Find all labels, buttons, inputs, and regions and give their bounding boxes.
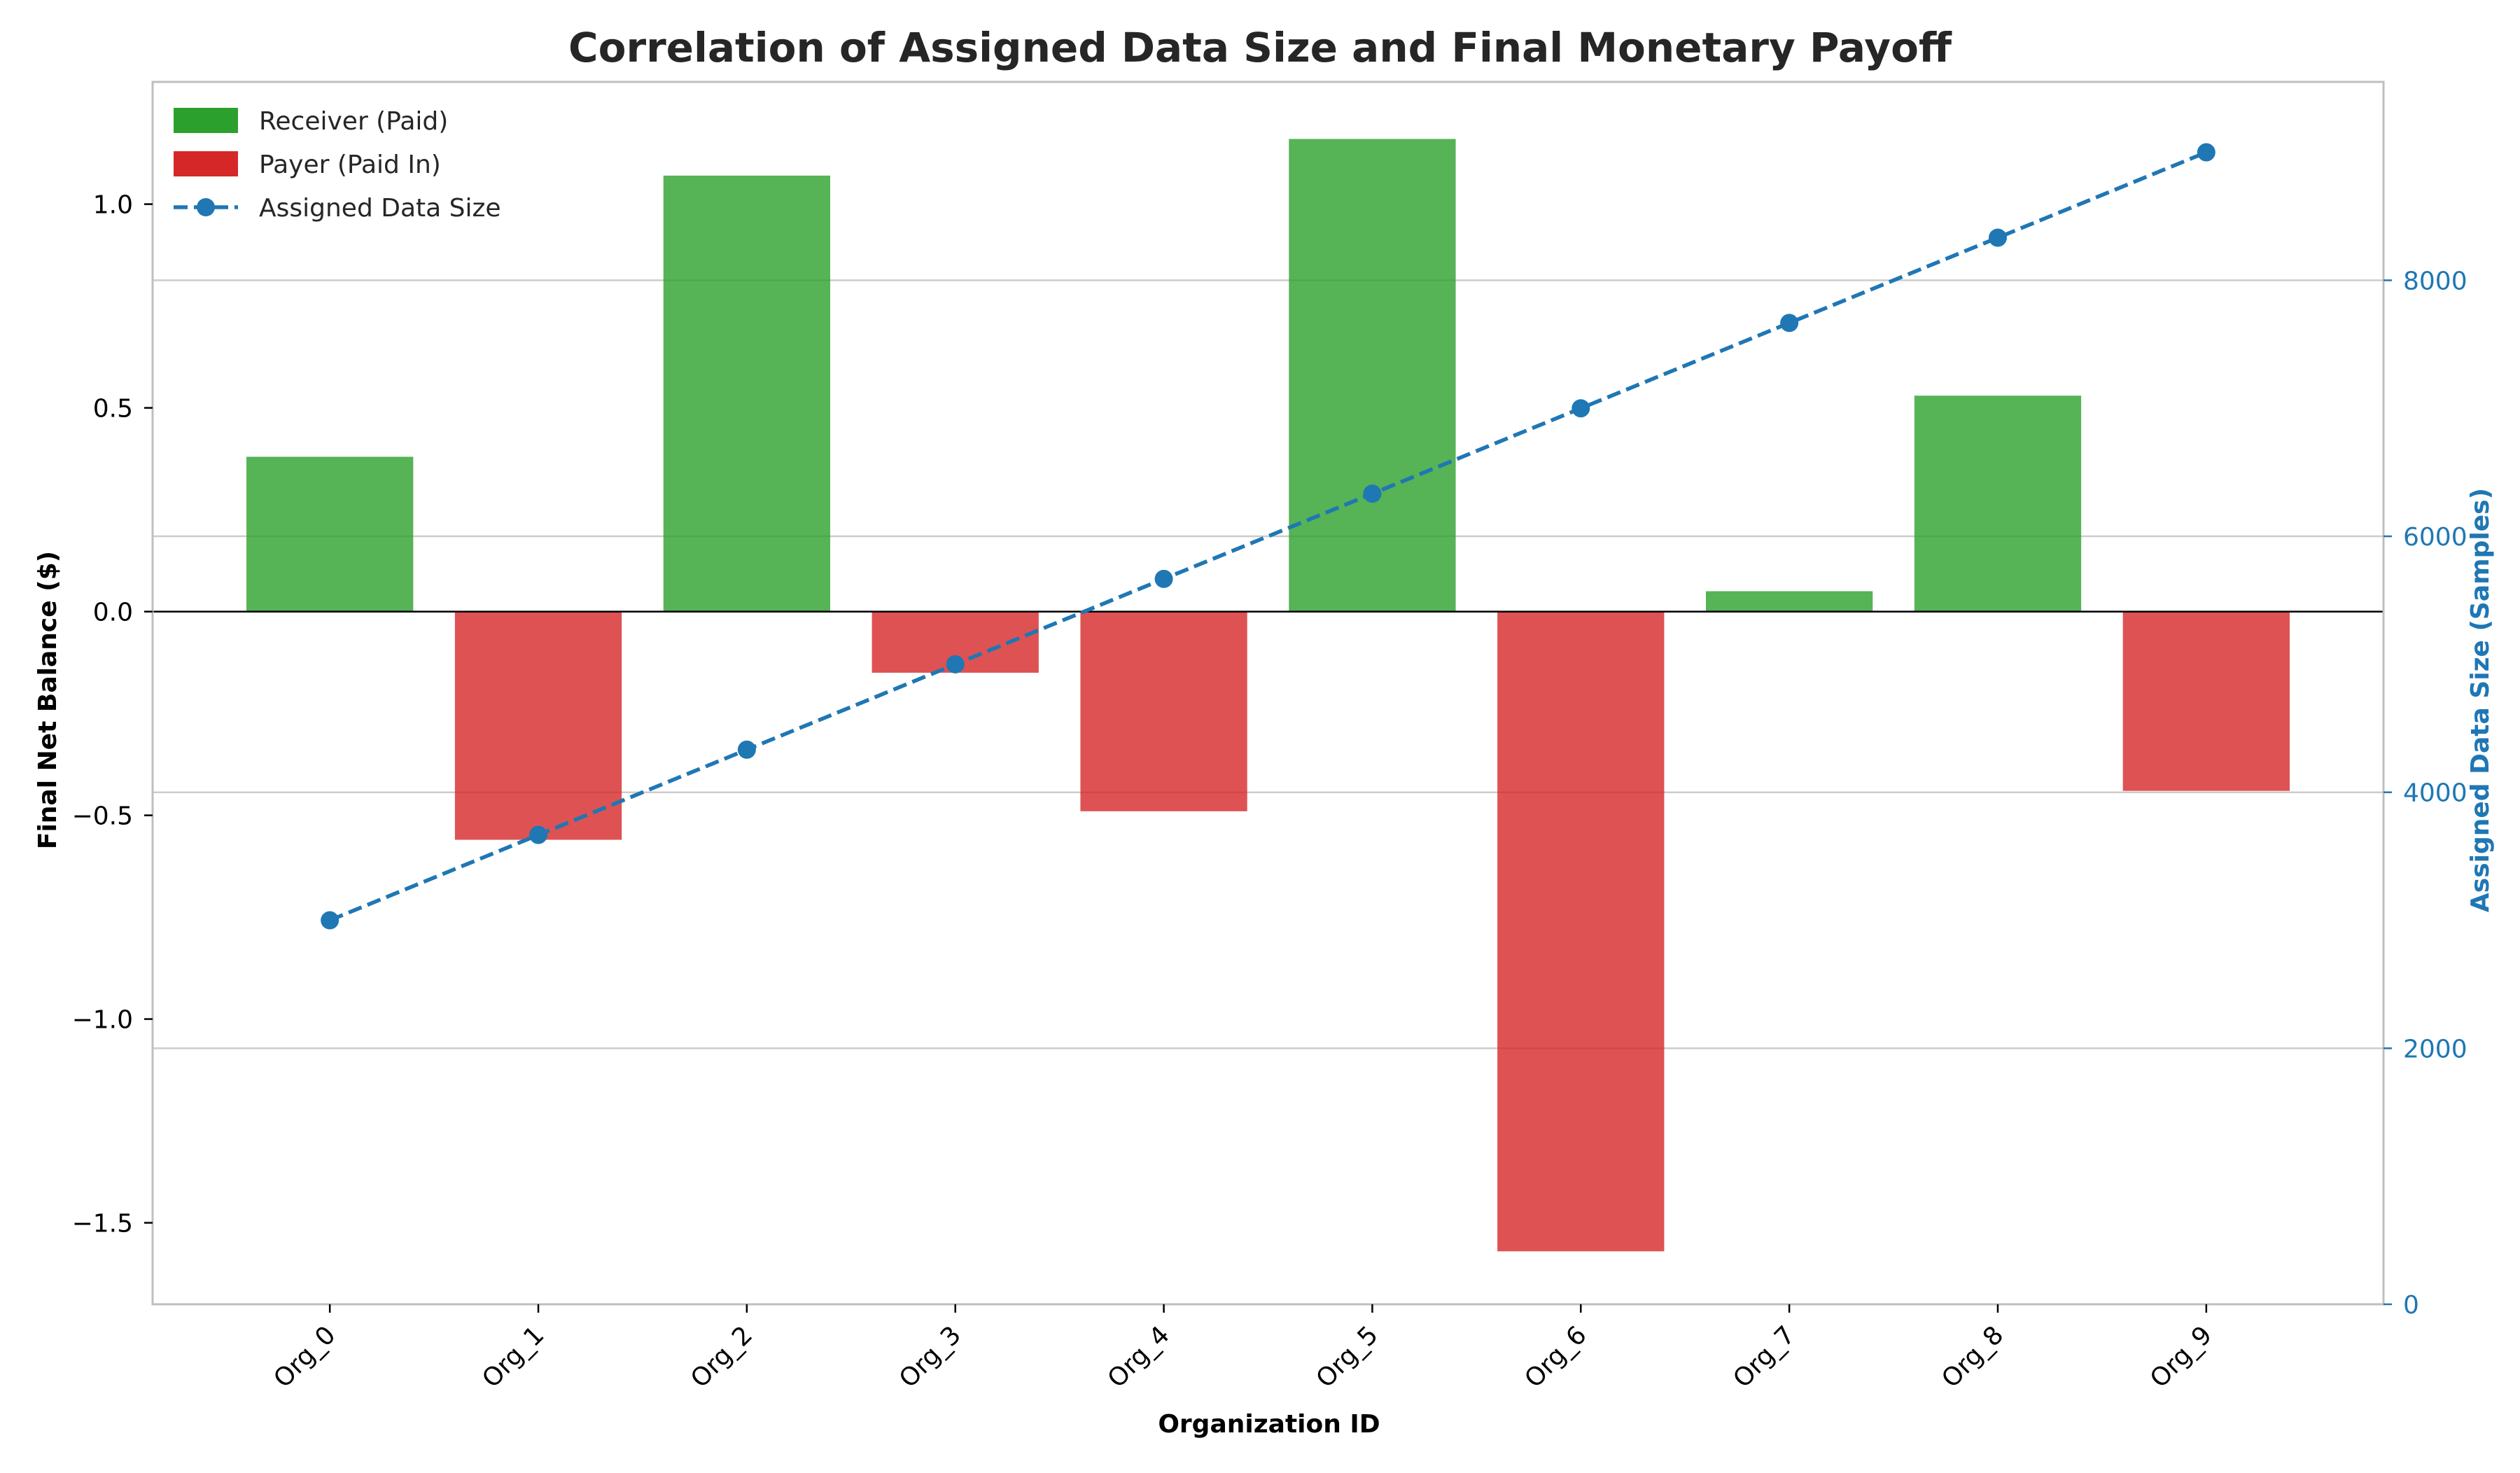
axes-frame — [151, 81, 2385, 1306]
right-tick-label: 8000 — [2403, 267, 2468, 295]
x-tick-label: Org_2 — [685, 1320, 758, 1393]
legend-swatch — [174, 108, 238, 133]
bar-Org_7 — [1705, 591, 1873, 612]
legend-swatch — [174, 151, 238, 176]
y2-axis-label: Assigned Data Size (Samples) — [2466, 488, 2495, 912]
x-tick-label: Org_3 — [894, 1320, 967, 1393]
bar-Org_8 — [1914, 396, 2082, 612]
bar-Org_5 — [1289, 139, 1456, 612]
x-tick-label: Org_4 — [1102, 1320, 1175, 1393]
x-tick-label: Org_7 — [1728, 1320, 1800, 1393]
left-tick-label: −0.5 — [72, 802, 133, 831]
data-size-series-line — [329, 151, 2207, 923]
x-axis-ticks: Org_0 Org_1 Org_2 Org_3 Org_4 Org_5 Org_6 Org_7… — [268, 1304, 2218, 1394]
left-tick-label: 0.5 — [93, 395, 133, 424]
plot-frame — [151, 81, 2385, 1306]
data-size-point-Org_4 — [1154, 569, 1173, 588]
legend-label: Assigned Data Size — [259, 194, 501, 223]
legend-label: Payer (Paid In) — [259, 151, 441, 179]
data-size-point-Org_2 — [737, 740, 756, 759]
left-tick-label: 0.0 — [93, 599, 133, 627]
legend-marker-swatch — [197, 198, 215, 216]
right-tick-label: 6000 — [2403, 523, 2468, 552]
bar-Org_2 — [663, 175, 831, 612]
bars — [246, 139, 2290, 1252]
x-tick-label: Org_0 — [268, 1320, 341, 1393]
left-tick-label: 1.0 — [93, 191, 133, 220]
bar-Org_9 — [2122, 611, 2290, 791]
right-tick-label: 4000 — [2403, 779, 2468, 808]
right-tick-label: 0 — [2403, 1291, 2419, 1320]
x-tick-label: Org_9 — [2145, 1320, 2218, 1393]
left-tick-label: −1.5 — [72, 1210, 133, 1238]
data-size-point-Org_1 — [529, 825, 548, 844]
chart-title: Correlation of Assigned Data Size and Fi… — [568, 24, 1952, 71]
x-axis-label: Organization ID — [1158, 1410, 1380, 1439]
x-tick-label: Org_8 — [1936, 1320, 2009, 1393]
x-tick-label: Org_5 — [1311, 1320, 1384, 1393]
data-size-line — [321, 143, 2216, 930]
data-size-point-Org_6 — [1572, 399, 1590, 418]
legend: Receiver (Paid) Payer (Paid In) Assigned D… — [174, 107, 501, 223]
data-size-point-Org_8 — [1988, 228, 2007, 247]
right-axis-ticks: 0 2000 4000 6000 8000 — [2384, 267, 2468, 1320]
data-size-point-Org_5 — [1363, 484, 1382, 503]
x-tick-label: Org_6 — [1520, 1320, 1592, 1393]
data-size-point-Org_7 — [1780, 314, 1799, 333]
left-axis-ticks: −1.5 −1.0 −0.5 0.0 0.5 1.0 — [72, 191, 153, 1238]
data-size-point-Org_3 — [946, 655, 965, 673]
right-tick-label: 2000 — [2403, 1035, 2468, 1063]
bar-Org_1 — [454, 611, 622, 840]
left-tick-label: −1.0 — [72, 1006, 133, 1035]
x-tick-label: Org_1 — [477, 1320, 550, 1393]
bar-Org_0 — [246, 456, 414, 612]
bar-Org_6 — [1497, 611, 1665, 1252]
data-size-point-Org_0 — [321, 911, 340, 930]
bar-Org_4 — [1080, 611, 1247, 811]
legend-label: Receiver (Paid) — [259, 107, 448, 136]
data-size-point-Org_9 — [2197, 143, 2216, 162]
y-axis-label: Final Net Balance ($) — [34, 551, 62, 849]
